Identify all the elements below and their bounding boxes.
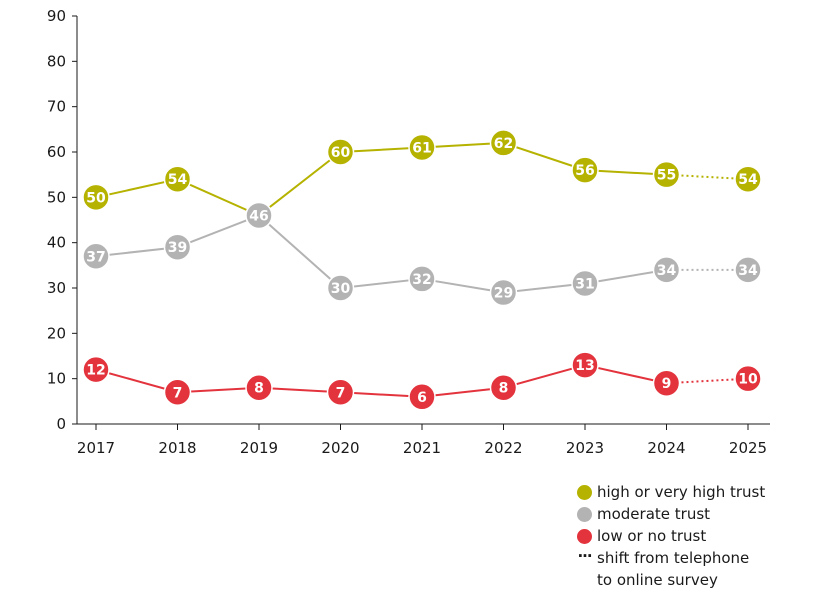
data-point	[82, 355, 110, 384]
x-tick-label: 2019	[240, 439, 278, 457]
series-group: 5054466061625655543739463032293134341278…	[82, 129, 762, 411]
x-axis-ticks: 2017 2018 2019 2020 2021 2022 2023 2024 2025	[77, 424, 767, 457]
data-point	[734, 364, 762, 393]
data-point	[163, 378, 192, 407]
data-point	[163, 165, 192, 193]
series-dotted-segment	[666, 173, 749, 181]
data-point	[734, 256, 762, 284]
x-tick-label: 2020	[321, 439, 359, 457]
legend-label-moderate-trust: moderate trust	[597, 505, 711, 523]
data-label: 6	[417, 390, 427, 406]
data-label: 32	[412, 272, 431, 288]
y-tick-label: 10	[47, 370, 66, 388]
legend-label-survey-shift: shift from telephone to online survey	[597, 549, 750, 589]
data-label: 50	[86, 190, 106, 206]
data-point	[652, 160, 681, 189]
data-point	[408, 133, 436, 162]
data-label: 8	[499, 381, 509, 397]
data-label: 54	[168, 172, 188, 188]
data-label: 39	[168, 240, 187, 256]
data-point	[82, 242, 110, 271]
data-point	[408, 265, 436, 293]
data-label: 8	[254, 381, 264, 397]
y-tick-label: 0	[56, 415, 66, 433]
x-tick-label: 2023	[566, 439, 604, 457]
data-point	[245, 373, 273, 402]
data-label: 46	[249, 208, 268, 224]
y-tick-label: 20	[47, 324, 66, 342]
data-point	[734, 165, 762, 193]
data-point	[326, 274, 355, 302]
data-point	[489, 278, 518, 307]
y-tick-label: 30	[47, 279, 66, 297]
data-point	[571, 156, 599, 184]
data-label: 55	[657, 168, 676, 184]
data-label: 7	[173, 385, 183, 401]
data-point	[652, 369, 681, 397]
data-label: 7	[336, 385, 346, 401]
legend-item-low-trust: low or no trust	[577, 525, 765, 547]
data-point	[326, 138, 355, 166]
x-tick-label: 2025	[729, 439, 767, 457]
data-point	[82, 183, 110, 212]
data-label: 60	[331, 145, 351, 161]
data-label: 54	[738, 172, 758, 188]
series-line	[95, 141, 667, 217]
legend-swatch-high-trust	[577, 485, 592, 500]
data-point	[163, 233, 192, 261]
data-point	[652, 256, 681, 284]
legend: high or very high trust moderate trust l…	[577, 481, 765, 591]
data-label: 31	[575, 276, 594, 292]
data-point	[408, 383, 436, 411]
x-tick-label: 2022	[484, 439, 522, 457]
y-tick-label: 40	[47, 234, 66, 252]
data-point	[571, 351, 599, 379]
legend-swatch-low-trust	[577, 529, 592, 544]
data-point	[489, 373, 518, 402]
data-label: 56	[575, 163, 594, 179]
data-label: 34	[738, 263, 758, 279]
y-tick-label: 80	[47, 52, 66, 70]
data-label: 62	[494, 136, 513, 152]
x-tick-label: 2021	[403, 439, 441, 457]
x-tick-label: 2017	[77, 439, 115, 457]
data-label: 30	[331, 281, 351, 297]
legend-label-high-trust: high or very high trust	[597, 483, 766, 501]
data-label: 9	[662, 376, 672, 392]
y-tick-label: 50	[47, 188, 66, 206]
data-point	[326, 378, 355, 407]
y-axis-ticks: 0 10 20 30 40 50 60 70 80 90	[47, 7, 77, 433]
dotted-line-icon: ···	[577, 547, 592, 565]
data-label: 37	[86, 249, 105, 265]
data-label: 10	[738, 372, 758, 388]
data-point	[245, 201, 273, 230]
data-label: 29	[494, 286, 513, 302]
series-dotted-segment	[666, 377, 749, 385]
y-tick-label: 60	[47, 143, 66, 161]
legend-item-survey-shift: ··· shift from telephone to online surve…	[577, 547, 765, 591]
data-point	[489, 129, 518, 157]
y-tick-label: 90	[47, 7, 66, 25]
data-label: 13	[575, 358, 594, 374]
data-point	[571, 269, 599, 298]
legend-label-low-trust: low or no trust	[597, 527, 707, 545]
legend-item-high-trust: high or very high trust	[577, 481, 765, 503]
x-tick-label: 2018	[158, 439, 196, 457]
legend-item-moderate-trust: moderate trust	[577, 503, 765, 525]
legend-swatch-moderate-trust	[577, 507, 592, 522]
y-tick-label: 70	[47, 98, 66, 116]
x-tick-label: 2024	[647, 439, 685, 457]
data-label: 12	[86, 363, 105, 379]
data-label: 34	[657, 263, 677, 279]
data-label: 61	[412, 140, 431, 156]
